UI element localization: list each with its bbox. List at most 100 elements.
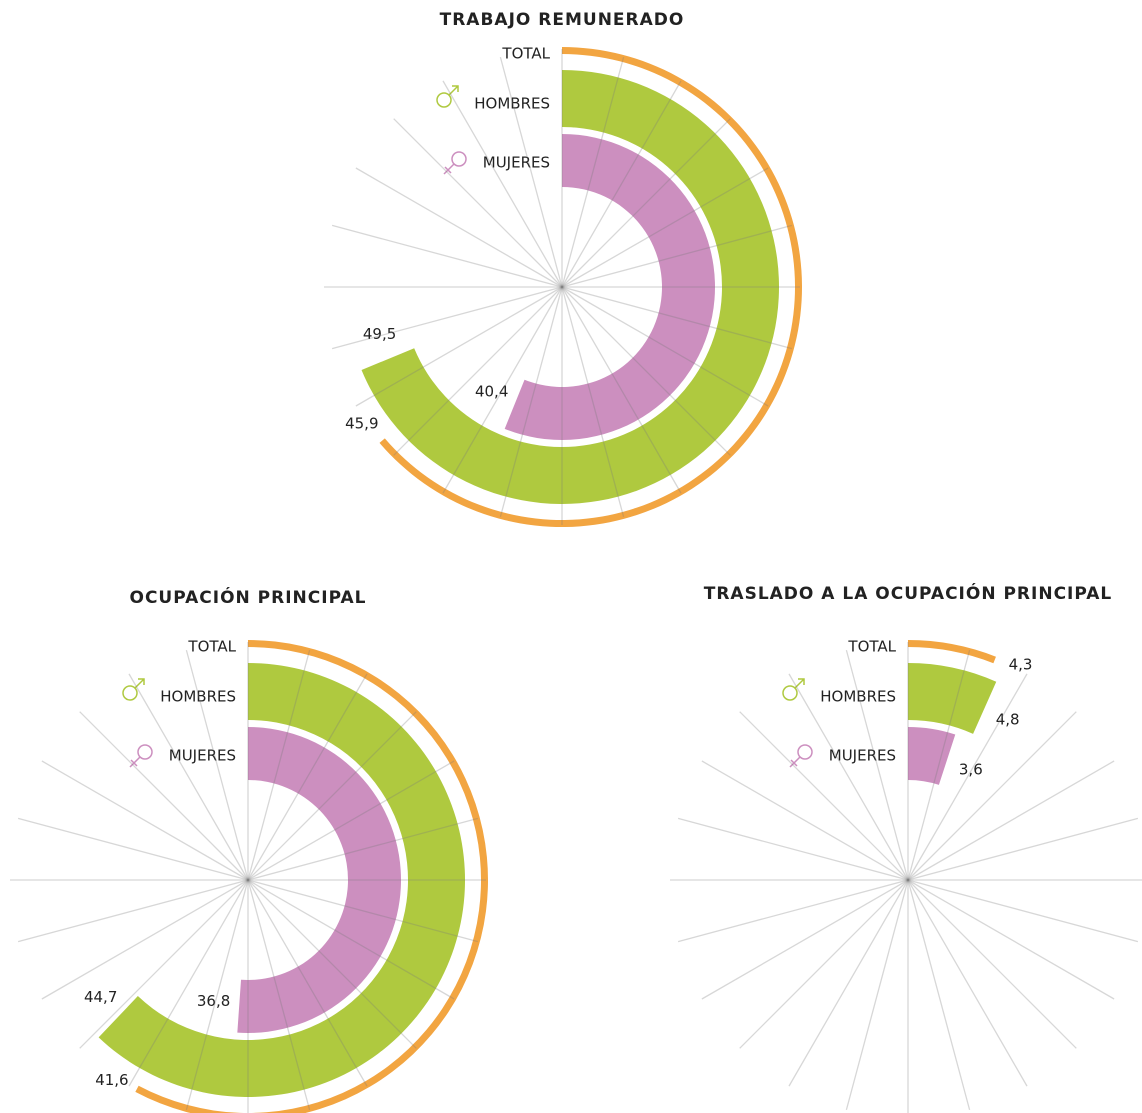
value-label: 49,5 [363, 325, 396, 343]
grid-spoke [561, 286, 682, 494]
grid-spoke [355, 286, 563, 407]
grid-spoke [499, 56, 563, 288]
legend-label: HOMBRES [820, 688, 896, 706]
grid-spoke [561, 286, 731, 456]
value-label: 40,4 [475, 383, 508, 401]
chart-title: OCUPACIÓN PRINCIPAL [130, 586, 367, 608]
female-icon [129, 756, 141, 768]
value-label: 3,6 [959, 761, 983, 779]
male-icon [794, 678, 805, 689]
grid-spoke [561, 286, 793, 350]
grid-spoke [907, 879, 1139, 943]
grid-spoke [185, 649, 249, 881]
legend-label: TOTAL [847, 638, 896, 656]
grid-spoke [247, 879, 479, 943]
grid-spoke [739, 879, 909, 1049]
grid-spoke [739, 711, 909, 881]
bar [908, 727, 956, 785]
grid-spoke [845, 649, 909, 881]
male-icon [134, 678, 145, 689]
grid-spoke [393, 118, 563, 288]
grid-spoke [499, 286, 563, 518]
female-icon [789, 756, 801, 768]
grid-spoke [907, 649, 971, 881]
male-icon [122, 685, 138, 701]
grid-spoke [677, 879, 909, 943]
value-label: 44,7 [84, 988, 117, 1006]
grid-spoke [907, 879, 1028, 1087]
grid-spoke [17, 817, 249, 881]
grid-spoke [128, 879, 249, 1087]
value-label: 4,3 [1009, 656, 1033, 674]
female-icon [137, 744, 153, 760]
grid-spoke [677, 817, 909, 881]
grid-spoke [355, 167, 563, 288]
grid-spoke [247, 673, 368, 881]
grid-spoke [41, 760, 249, 881]
female-icon [797, 744, 813, 760]
grid-spoke [907, 879, 1077, 1049]
grid-spoke [907, 879, 971, 1111]
legend-label: HOMBRES [474, 95, 550, 113]
value-label: 45,9 [345, 414, 378, 432]
grid-spoke [247, 817, 479, 881]
grid-spoke [247, 879, 311, 1111]
grid-spoke [701, 760, 909, 881]
grid-spoke [561, 286, 769, 407]
bar [504, 134, 715, 440]
grid-spoke [247, 760, 455, 881]
male-icon [436, 92, 452, 108]
grid-spoke [561, 56, 625, 288]
bar [237, 727, 401, 1033]
legend-label: TOTAL [187, 638, 236, 656]
grid-spoke [331, 224, 563, 288]
grid-spoke [907, 760, 1115, 881]
value-label: 41,6 [95, 1071, 128, 1089]
female-icon [443, 163, 455, 175]
male-icon [448, 85, 459, 96]
grid-spoke [247, 879, 368, 1087]
grid-spoke [442, 80, 563, 288]
value-label: 4,8 [996, 710, 1020, 728]
grid-spoke [185, 879, 249, 1111]
grid-spoke [247, 649, 311, 881]
grid-spoke [907, 817, 1139, 881]
bar [908, 640, 996, 664]
grid-spoke [561, 80, 682, 288]
grid-spoke [561, 167, 769, 288]
legend-label: MUJERES [829, 747, 896, 765]
grid-spoke [17, 879, 249, 943]
chart-title: TRASLADO A LA OCUPACIÓN PRINCIPAL [704, 582, 1113, 604]
grid-spoke [247, 711, 417, 881]
grid-spoke [907, 711, 1077, 881]
grid-spoke [442, 286, 563, 494]
grid-spoke [561, 118, 731, 288]
legend-label: TOTAL [501, 45, 550, 63]
grid-spoke [331, 286, 563, 350]
bar [98, 663, 465, 1097]
female-icon [451, 151, 467, 167]
legend-label: MUJERES [483, 154, 550, 172]
grid-spoke [79, 879, 249, 1049]
legend-label: MUJERES [169, 747, 236, 765]
grid-spoke [247, 879, 455, 1000]
grid-spoke [128, 673, 249, 881]
male-icon [782, 685, 798, 701]
chart-title: TRABAJO REMUNERADO [440, 10, 685, 30]
grid-spoke [41, 879, 249, 1000]
grid-spoke [561, 224, 793, 288]
grid-spoke [393, 286, 563, 456]
grid-spoke [907, 673, 1028, 881]
grid-spoke [907, 879, 1115, 1000]
grid-spoke [701, 879, 909, 1000]
grid-spoke [788, 879, 909, 1087]
grid-spoke [79, 711, 249, 881]
bar [379, 47, 803, 527]
grid-spoke [561, 286, 625, 518]
value-label: 36,8 [197, 992, 230, 1010]
grid-spoke [845, 879, 909, 1111]
grid-spoke [788, 673, 909, 881]
bar [908, 663, 997, 734]
legend-label: HOMBRES [160, 688, 236, 706]
